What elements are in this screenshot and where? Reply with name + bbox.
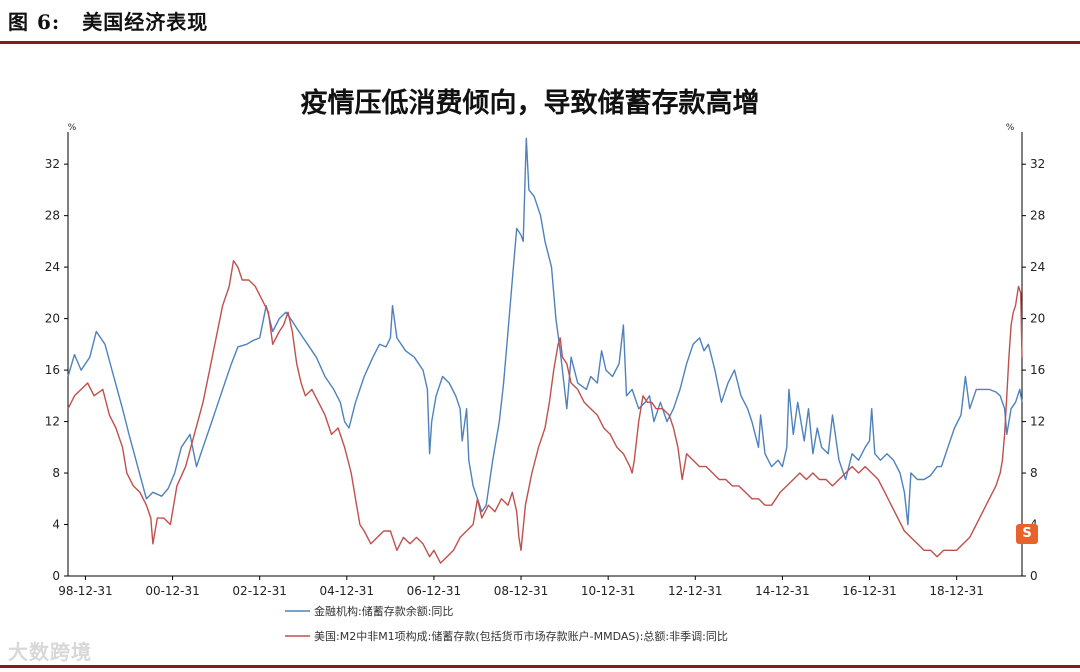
y-tick-label-right: 32 xyxy=(1030,157,1045,171)
legend-label-blue: 金融机构:储蓄存款余额:同比 xyxy=(314,604,453,618)
series-line-red xyxy=(67,260,1023,564)
series-layer xyxy=(67,137,1023,564)
y-tick-label-left: 20 xyxy=(45,312,60,326)
y-tick-label-left: 4 xyxy=(52,518,60,532)
y-tick-label-right: 0 xyxy=(1030,569,1038,583)
y-tick-label-left: 32 xyxy=(45,157,60,171)
figure-caption: 图 6: 美国经济表现 xyxy=(8,6,208,35)
legend: 金融机构:储蓄存款余额:同比 美国:M2中非M1项构成:储蓄存款(包括货币市场存… xyxy=(285,604,728,643)
y-tick-label-right: 24 xyxy=(1030,260,1045,274)
x-tick-label: 18-12-31 xyxy=(929,584,983,598)
figure-label: 图 6: xyxy=(8,10,61,34)
figure-title: 美国经济表现 xyxy=(82,10,209,34)
x-tick-label: 98-12-31 xyxy=(58,584,112,598)
axes: 00448812121616202024242828323298-12-3100… xyxy=(45,132,1045,598)
y-tick-label-left: 28 xyxy=(45,209,60,223)
x-tick-label: 16-12-31 xyxy=(842,584,896,598)
footer-rule xyxy=(0,665,1080,668)
x-tick-label: 08-12-31 xyxy=(494,584,548,598)
x-tick-label: 00-12-31 xyxy=(145,584,199,598)
y-tick-label-right: 8 xyxy=(1030,466,1038,480)
line-chart: 疫情压低消费倾向，导致储蓄存款高增 % % 004488121216162020… xyxy=(45,87,1046,643)
x-tick-label: 10-12-31 xyxy=(581,584,635,598)
x-tick-label: 12-12-31 xyxy=(668,584,722,598)
x-tick-label: 02-12-31 xyxy=(232,584,286,598)
x-tick-label: 14-12-31 xyxy=(755,584,809,598)
y-tick-label-left: 0 xyxy=(52,569,60,583)
logo-badge: S xyxy=(1016,524,1038,544)
watermark: 大数跨境 xyxy=(8,640,92,664)
legend-label-red: 美国:M2中非M1项构成:储蓄存款(包括货币市场存款账户-MMDAS):总额:非… xyxy=(314,629,728,643)
y-tick-label-right: 16 xyxy=(1030,363,1045,377)
x-tick-label: 04-12-31 xyxy=(320,584,374,598)
y-tick-label-left: 16 xyxy=(45,363,60,377)
y-axis-right-unit: % xyxy=(1006,123,1015,133)
y-tick-label-right: 28 xyxy=(1030,209,1045,223)
y-tick-label-left: 24 xyxy=(45,260,60,274)
figure-header: 图 6: 美国经济表现 xyxy=(0,0,1080,46)
series-line-blue xyxy=(67,137,1023,526)
y-tick-label-left: 12 xyxy=(45,415,60,429)
x-tick-label: 06-12-31 xyxy=(407,584,461,598)
y-tick-label-right: 20 xyxy=(1030,312,1045,326)
chart-title: 疫情压低消费倾向，导致储蓄存款高增 xyxy=(301,87,760,119)
y-tick-label-left: 8 xyxy=(52,466,60,480)
y-axis-left-unit: % xyxy=(68,123,77,133)
header-rule xyxy=(0,41,1080,44)
y-tick-label-right: 12 xyxy=(1030,415,1045,429)
